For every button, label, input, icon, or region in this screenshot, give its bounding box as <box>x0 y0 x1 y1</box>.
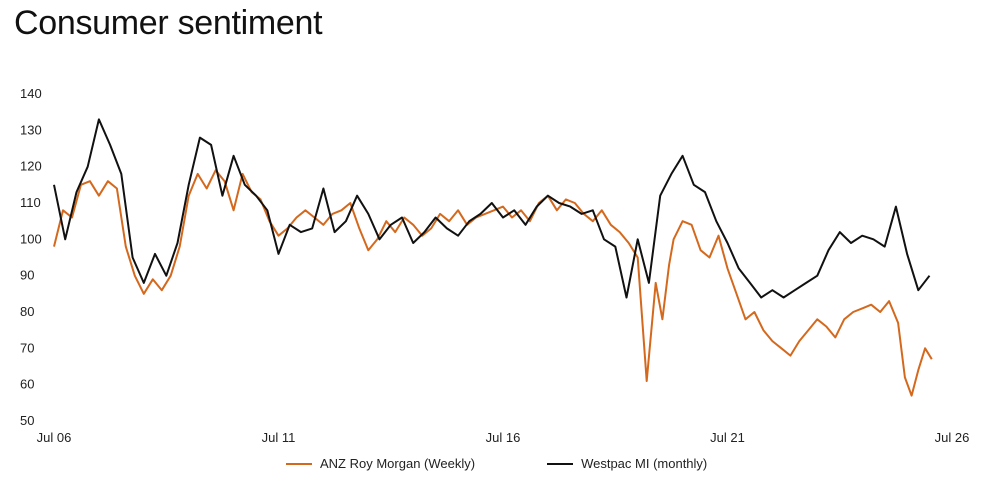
legend: ANZ Roy Morgan (Weekly) Westpac MI (mont… <box>286 456 707 471</box>
x-tick-label: Jul 06 <box>37 430 72 445</box>
legend-label-westpac: Westpac MI (monthly) <box>581 456 708 471</box>
y-tick-label: 110 <box>20 195 41 210</box>
y-tick-label: 100 <box>20 231 42 246</box>
y-tick-label: 90 <box>20 268 34 283</box>
series-line-anz <box>53 169 933 397</box>
legend-swatch-anz <box>286 462 312 465</box>
x-tick-label: Jul 16 <box>486 430 521 445</box>
x-tick-label: Jul 26 <box>935 430 970 445</box>
x-tick-label: Jul 21 <box>710 430 745 445</box>
y-tick-label: 50 <box>20 413 34 428</box>
legend-item-westpac: Westpac MI (monthly) <box>547 456 707 471</box>
legend-label-anz: ANZ Roy Morgan (Weekly) <box>320 456 476 471</box>
legend-swatch-westpac <box>547 462 574 465</box>
y-tick-label: 60 <box>20 377 34 392</box>
y-tick-label: 70 <box>20 340 34 355</box>
x-tick-label: Jul 11 <box>262 430 296 445</box>
y-tick-label: 140 <box>20 86 42 101</box>
legend-item-anz: ANZ Roy Morgan (Weekly) <box>286 456 475 471</box>
y-tick-label: 120 <box>20 159 42 174</box>
y-tick-label: 130 <box>20 122 42 137</box>
series-line-westpac <box>53 118 931 299</box>
y-tick-label: 80 <box>20 304 34 319</box>
chart-title: Consumer sentiment <box>14 4 323 42</box>
